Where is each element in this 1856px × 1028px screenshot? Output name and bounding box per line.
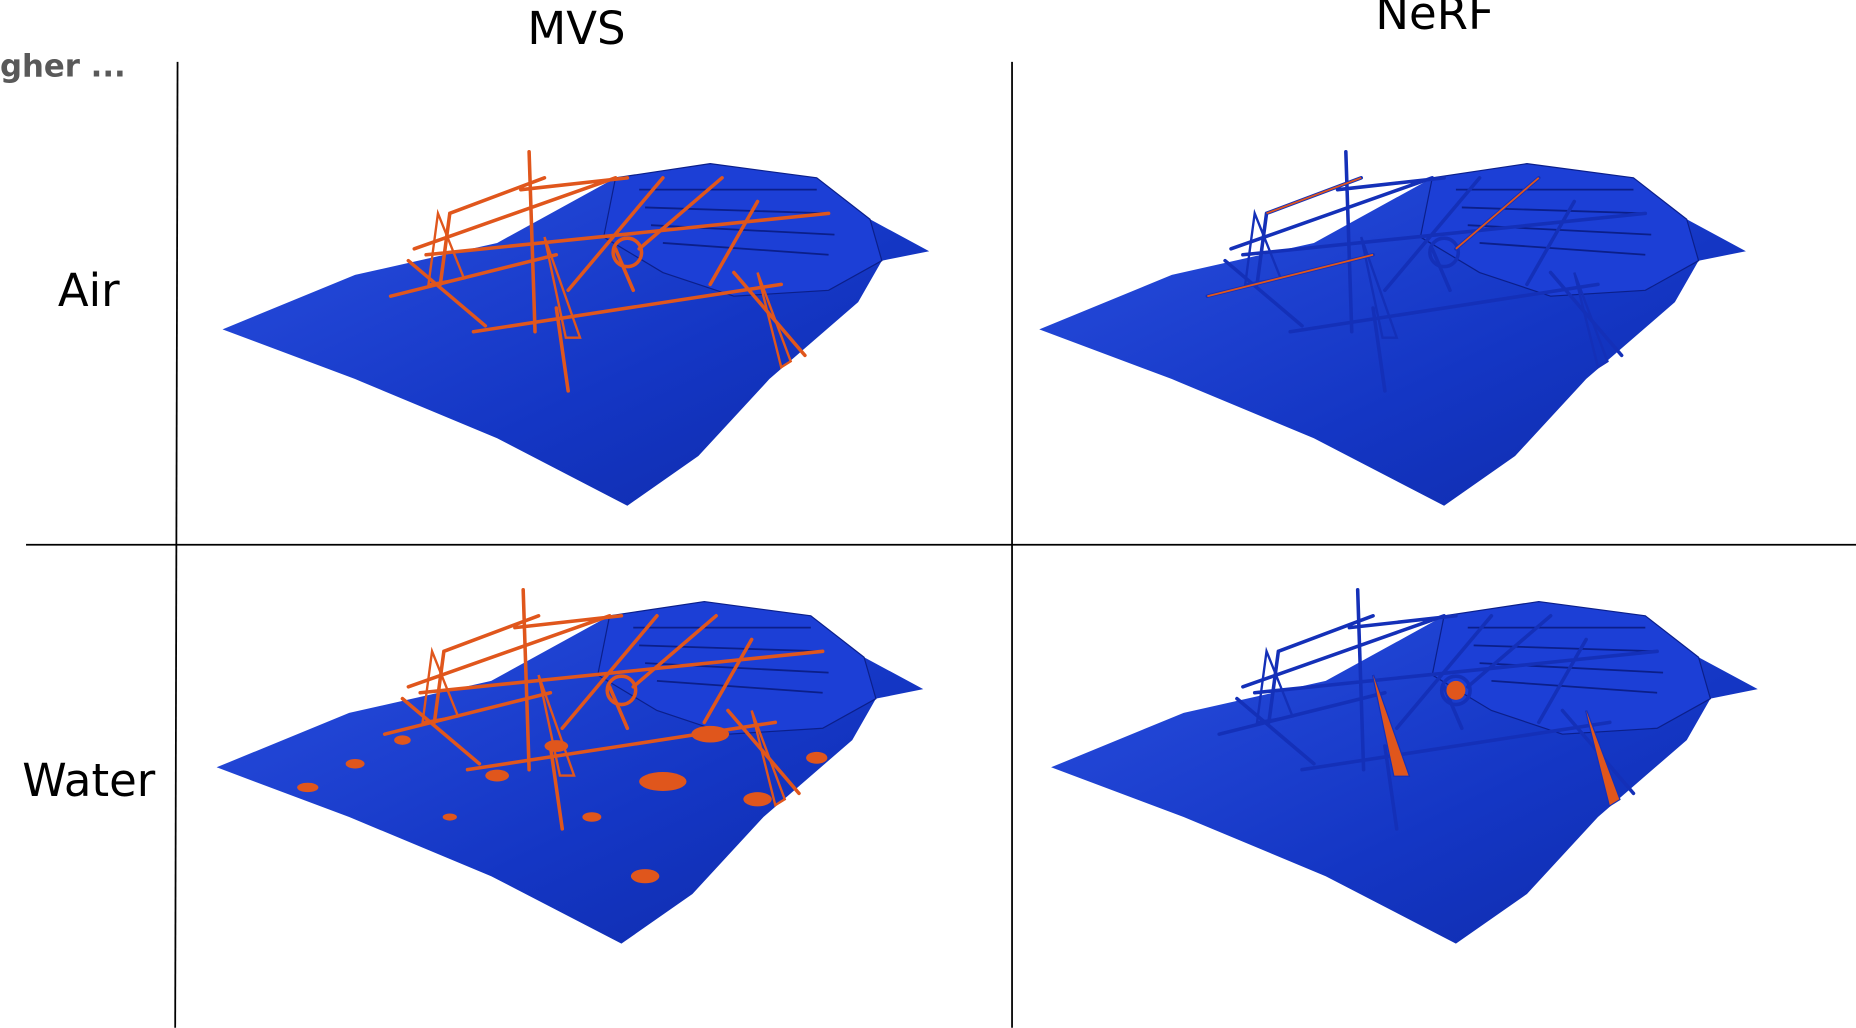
cut-off-text: gher ... <box>0 48 126 84</box>
row-label: Water <box>22 754 155 807</box>
column-header: MVS <box>527 2 625 55</box>
render-nerf-water <box>1051 590 1758 944</box>
render-mvs-water <box>217 590 924 944</box>
row-label: Air <box>58 264 120 317</box>
render-nerf-air <box>1039 152 1746 506</box>
column-header: NeRF <box>1375 0 1493 40</box>
figure: gher ... MVS NeRF Air Water <box>0 0 1856 1028</box>
page: {"header_text": "gher ...", "columns": [… <box>0 0 1856 1028</box>
render-mvs-air <box>223 152 930 506</box>
